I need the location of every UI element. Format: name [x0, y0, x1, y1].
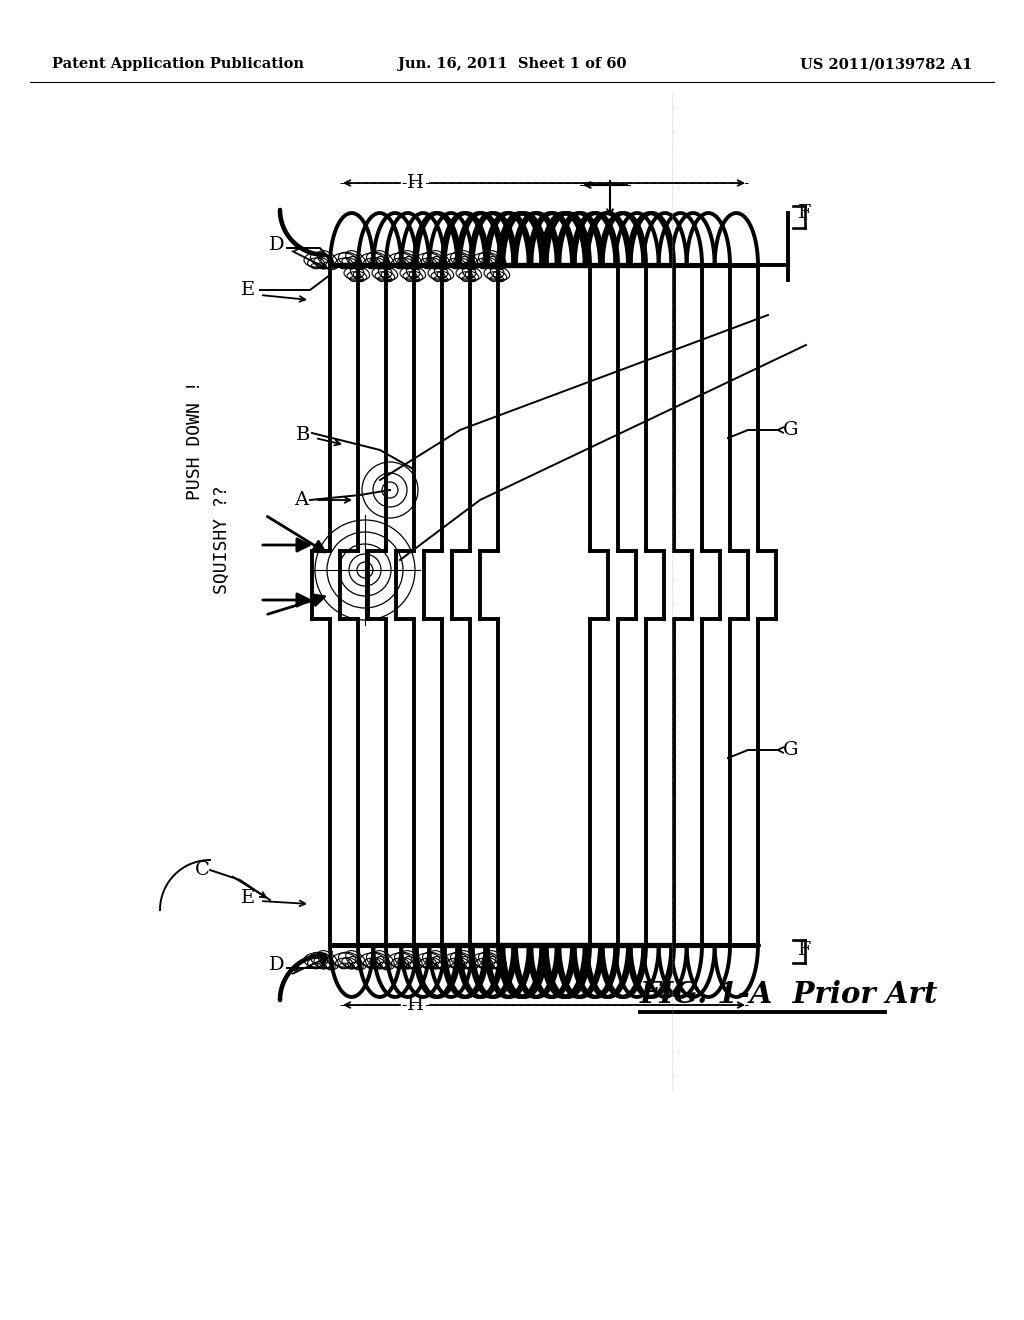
Text: G: G — [783, 741, 799, 759]
Text: F: F — [798, 205, 811, 222]
Text: FIG. 1-A  Prior Art: FIG. 1-A Prior Art — [640, 979, 938, 1008]
Text: G: G — [783, 421, 799, 440]
Text: Jun. 16, 2011  Sheet 1 of 60: Jun. 16, 2011 Sheet 1 of 60 — [397, 57, 627, 71]
Text: C: C — [196, 861, 210, 879]
Text: A: A — [294, 491, 308, 510]
Text: H: H — [407, 997, 424, 1014]
Text: PUSH DOWN !: PUSH DOWN ! — [186, 380, 204, 500]
Text: H: H — [407, 174, 424, 191]
Text: D: D — [269, 236, 285, 253]
Text: SQUISHY ??: SQUISHY ?? — [213, 486, 231, 594]
Text: F: F — [798, 941, 811, 960]
Text: B: B — [296, 426, 310, 444]
Text: Patent Application Publication: Patent Application Publication — [52, 57, 304, 71]
Text: E: E — [241, 888, 255, 907]
Text: E: E — [241, 281, 255, 300]
Text: US 2011/0139782 A1: US 2011/0139782 A1 — [800, 57, 972, 71]
Text: D: D — [269, 956, 285, 974]
